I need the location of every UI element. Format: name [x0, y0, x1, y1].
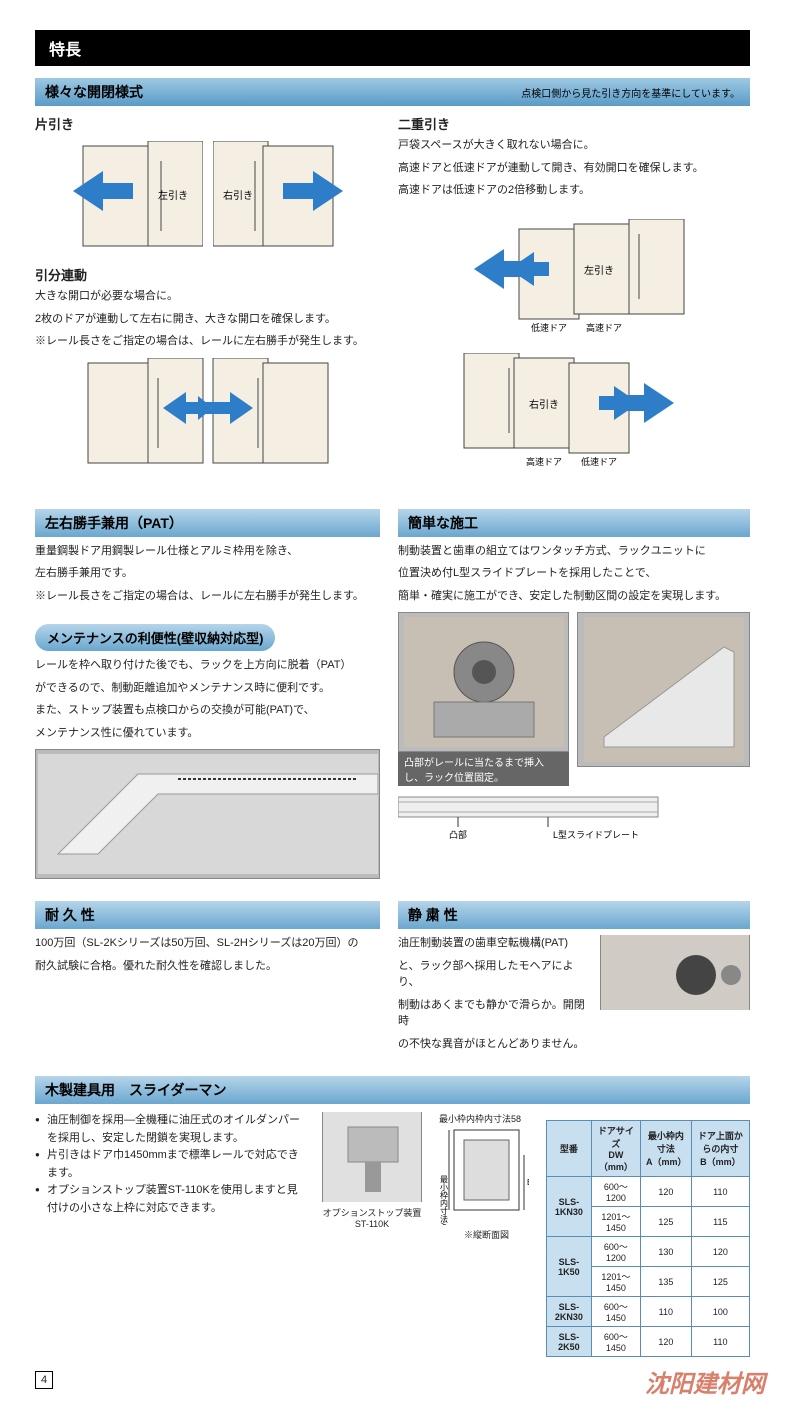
hikiwake-diagram [35, 358, 380, 468]
wood-title: 木製建具用 スライダーマン [35, 1076, 750, 1104]
katabiki-title: 片引き [35, 114, 380, 133]
nijuu-title: 二重引き [398, 114, 750, 133]
svg-text:右引き: 右引き [223, 189, 253, 202]
rail-photo [35, 749, 380, 879]
maintenance-desc1: レールを枠へ取り付けた後でも、ラックを上方向に脱着（PAT） [35, 657, 380, 674]
nijuu-desc1: 戸袋スペースが大きく取れない場合に。 [398, 137, 750, 154]
watermark: 沈阳建材网 [645, 1364, 765, 1399]
maintenance-desc3: また、ストップ装置も点検口からの交換が可能(PAT)で、 [35, 702, 380, 719]
cross-section-diagram: 最小枠内寸法A B [439, 1125, 529, 1225]
durability-title: 耐 久 性 [35, 901, 380, 929]
wood-bullet2: 片引きはドア巾1450mmまで標準レールで対応できます。 [35, 1147, 305, 1182]
hikiwake-title: 引分連動 [35, 265, 380, 284]
durability-desc2: 耐久試験に合格。優れた耐久性を確認しました。 [35, 958, 380, 975]
th-b: ドア上面からの内寸 B（mm） [691, 1121, 749, 1177]
nijuu-desc3: 高速ドアは低速ドアの2倍移動します。 [398, 182, 750, 199]
svg-text:凸部: 凸部 [449, 829, 467, 840]
table-row: SLS-1K50600～1200130120 [547, 1237, 750, 1267]
table-row: SLS-1KN30600～1200120110 [547, 1177, 750, 1207]
svg-text:左引き: 左引き [158, 189, 188, 202]
quiet-desc3: 制動はあくまでも静かで滑らか。開閉時 [398, 997, 590, 1030]
pat-desc3: ※レール長さをご指定の場合は、レールに左右勝手が発生します。 [35, 588, 380, 605]
easy-install-desc3: 簡単・確実に施工ができ、安定した制動区間の設定を実現します。 [398, 588, 750, 605]
table-row: SLS-2K50600～1450120110 [547, 1327, 750, 1357]
hikiwake-desc1: 大きな開口が必要な場合に。 [35, 288, 380, 305]
maintenance-desc4: メンテナンス性に優れています。 [35, 725, 380, 742]
svg-text:L型スライドプレート: L型スライドプレート [553, 830, 639, 840]
rail-cross-section: 凸部 L型スライドプレート [398, 792, 738, 842]
spec-table: 型番 ドアサイズ DW（mm） 最小枠内寸法 A（mm） ドア上面からの内寸 B… [546, 1120, 750, 1357]
opening-styles-header: 様々な開閉様式 点検口側から見た引き方向を基準にしています。 [35, 78, 750, 106]
wood-bullet1: 油圧制御を採用―全機種に油圧式のオイルダンパーを採用し、安定した閉鎖を実現します… [35, 1112, 305, 1147]
gear-caption: 凸部がレールに当たるまで挿入し、ラック位置固定。 [398, 752, 569, 786]
easy-install-desc1: 制動装置と歯車の組立てはワンタッチ方式、ラックユニットに [398, 543, 750, 560]
svg-text:高速ドア: 高速ドア [586, 322, 622, 333]
svg-text:右引き: 右引き [529, 398, 559, 411]
opening-styles-title: 様々な開閉様式 [45, 82, 143, 102]
nijuu-left-diagram: 左引き 低速ドア 高速ドア [398, 219, 750, 339]
pat-desc1: 重量鋼製ドア用鋼製レール仕様とアルミ枠用を除き、 [35, 543, 380, 560]
svg-text:低速ドア: 低速ドア [531, 322, 567, 333]
th-dw: ドアサイズ DW（mm） [591, 1121, 640, 1177]
hikiwake-desc2: 2枚のドアが連動して左右に開き、大きな開口を確保します。 [35, 311, 380, 328]
svg-text:高速ドア: 高速ドア [526, 456, 562, 467]
maintenance-title: メンテナンスの利便性(壁収納対応型) [35, 624, 275, 651]
th-model: 型番 [547, 1121, 592, 1177]
quiet-desc1: 油圧制動装置の歯車空転機構(PAT) [398, 935, 590, 952]
st110k-caption: オプションストップ装置 ST-110K [317, 1206, 427, 1229]
nijuu-left-doors: 左引き 低速ドア 高速ドア [424, 219, 724, 339]
svg-text:最小枠内寸法A: 最小枠内寸法A [440, 1175, 449, 1225]
nijuu-right-doors: 右引き 高速ドア 低速ドア [424, 353, 724, 473]
nijuu-desc2: 高速ドアと低速ドアが連動して開き、有効開口を確保します。 [398, 160, 750, 177]
maintenance-desc2: ができるので、制動距離追加やメンテナンス時に便利です。 [35, 680, 380, 697]
quiet-desc4: の不快な異音がほとんどありません。 [398, 1036, 590, 1053]
katabiki-right-door: 右引き [213, 141, 373, 251]
easy-install-title: 簡単な施工 [398, 509, 750, 537]
svg-text:B: B [527, 1178, 529, 1187]
nijuu-right-diagram: 右引き 高速ドア 低速ドア [398, 353, 750, 473]
durability-desc1: 100万回（SL-2Kシリーズは50万回、SL-2Hシリーズは20万回）の [35, 935, 380, 952]
hikiwake-doors [58, 358, 358, 468]
th-a: 最小枠内寸法 A（mm） [641, 1121, 692, 1177]
rail-angle-photo [577, 612, 750, 767]
table-row: SLS-2KN30600～1450110100 [547, 1297, 750, 1327]
quiet-photo [600, 935, 750, 1010]
pat-desc2: 左右勝手兼用です。 [35, 565, 380, 582]
opening-styles-note: 点検口側から見た引き方向を基準にしています。 [521, 85, 740, 100]
easy-install-desc2: 位置決め付L型スライドプレートを採用したことで、 [398, 565, 750, 582]
gear-photo [398, 612, 569, 752]
pat-title: 左右勝手兼用（PAT） [35, 509, 380, 537]
svg-text:低速ドア: 低速ドア [581, 456, 617, 467]
wood-bullet3: オプションストップ装置ST-110Kを使用しますと見付けの小さな上枠に対応できま… [35, 1182, 305, 1217]
main-header: 特長 [35, 30, 750, 66]
dim-label: 最小枠内枠内寸法58 [439, 1112, 534, 1125]
katabiki-diagram: 左引き 右引き [35, 141, 380, 251]
hikiwake-note: ※レール長さをご指定の場合は、レールに左右勝手が発生します。 [35, 333, 380, 350]
st110k-photo [322, 1112, 422, 1202]
cross-section-label: ※縦断面図 [439, 1228, 534, 1241]
svg-text:左引き: 左引き [584, 264, 614, 277]
katabiki-left-door: 左引き [43, 141, 203, 251]
install-photos: 凸部がレールに当たるまで挿入し、ラック位置固定。 [398, 612, 750, 786]
quiet-desc2: と、ラック部へ採用したモヘアにより、 [398, 958, 590, 991]
quiet-title: 静 粛 性 [398, 901, 750, 929]
page-number: 4 [35, 1371, 53, 1389]
